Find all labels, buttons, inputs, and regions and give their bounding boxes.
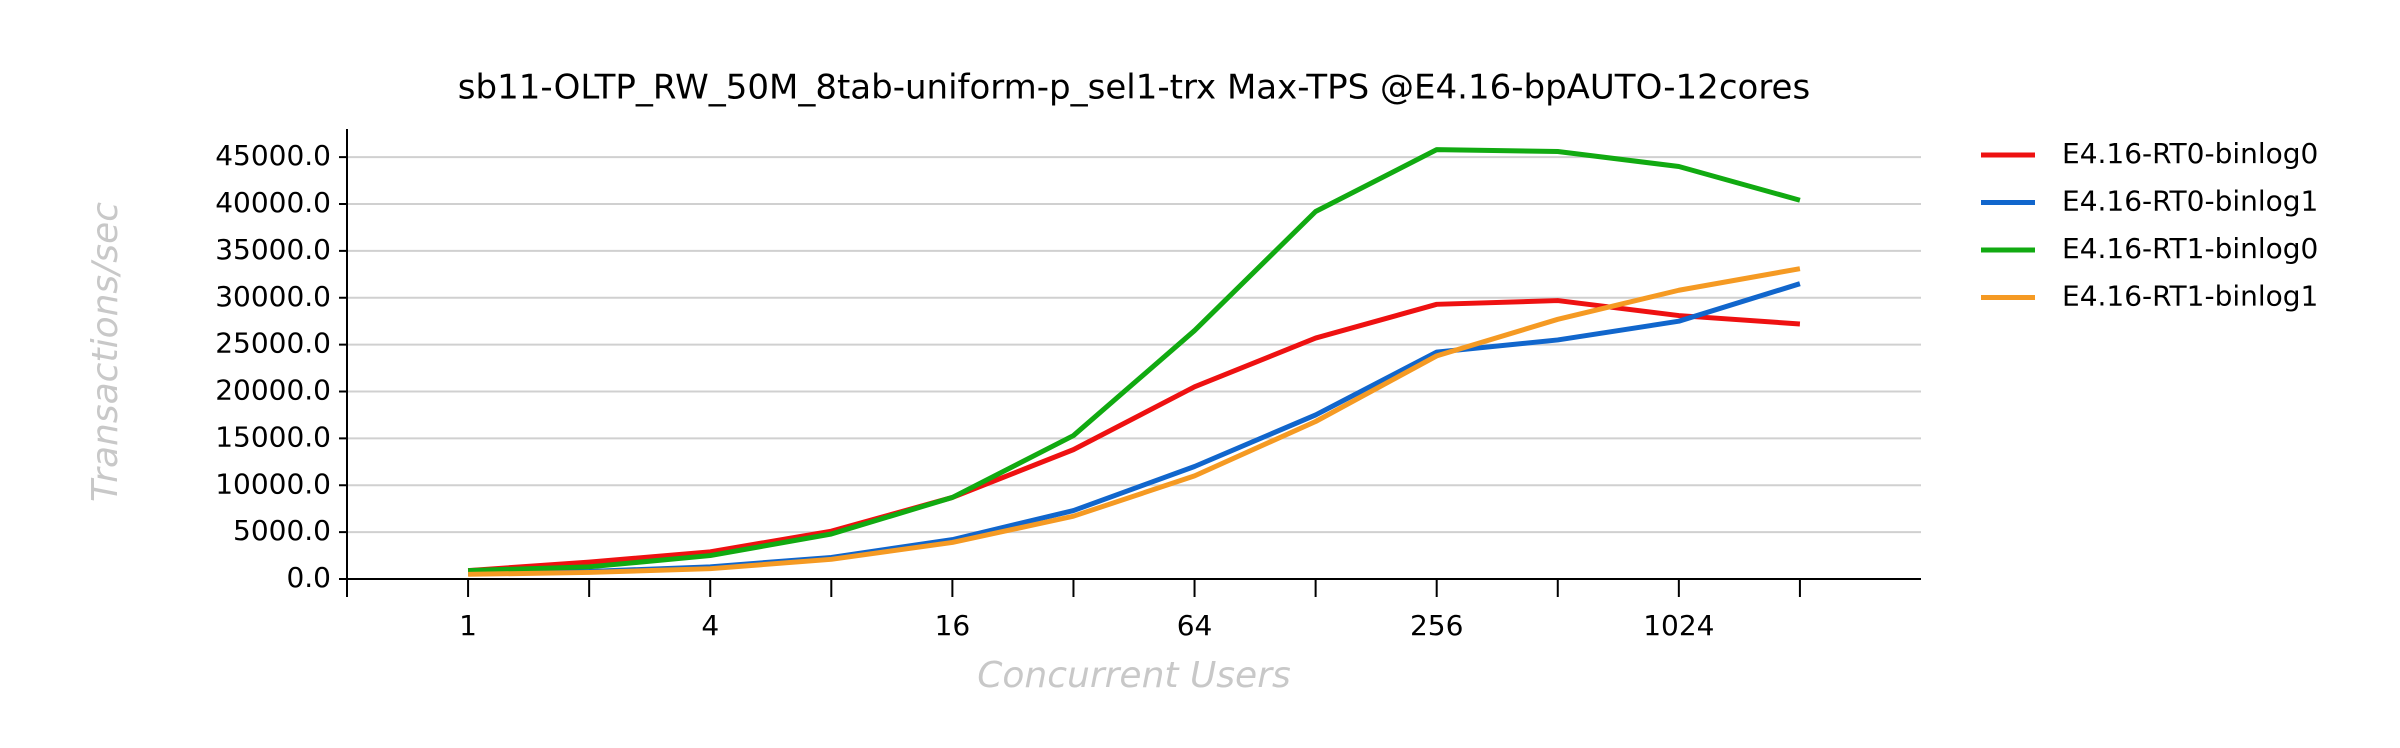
x-tick-label: 16 [935, 609, 971, 642]
x-axis-label: Concurrent Users [977, 655, 1291, 696]
x-tick-label: 64 [1177, 609, 1213, 642]
y-tick-label: 15000.0 [215, 420, 331, 453]
x-tick-label: 1 [459, 609, 477, 642]
y-tick-label: 10000.0 [215, 467, 331, 500]
series-line [467, 298, 1801, 574]
legend-label: E4.16-RT1-binlog1 [2062, 280, 2318, 313]
x-tick-label: 1024 [1643, 609, 1714, 642]
y-axis-label: Transactions/sec [85, 202, 126, 502]
y-tick-label: 40000.0 [215, 186, 331, 219]
y-tick-label: 20000.0 [215, 374, 331, 407]
series-line [468, 266, 1801, 577]
x-tick-label: 4 [701, 609, 719, 642]
series-line [467, 147, 1801, 574]
y-tick-label: 25000.0 [215, 327, 331, 360]
legend-label: E4.16-RT0-binlog1 [2062, 185, 2318, 218]
x-tick-label: 256 [1410, 609, 1463, 642]
y-tick-label: 30000.0 [215, 280, 331, 313]
y-tick-label: 35000.0 [215, 233, 331, 266]
y-tick-label: 5000.0 [233, 514, 331, 547]
y-tick-label: 45000.0 [215, 139, 331, 172]
legend-label: E4.16-RT1-binlog0 [2062, 232, 2318, 265]
series-line [468, 281, 1801, 576]
y-tick-label: 0.0 [286, 561, 331, 594]
legend-label: E4.16-RT0-binlog0 [2062, 137, 2318, 170]
chart-title: sb11-OLTP_RW_50M_8tab-uniform-p_sel1-trx… [458, 68, 1810, 108]
